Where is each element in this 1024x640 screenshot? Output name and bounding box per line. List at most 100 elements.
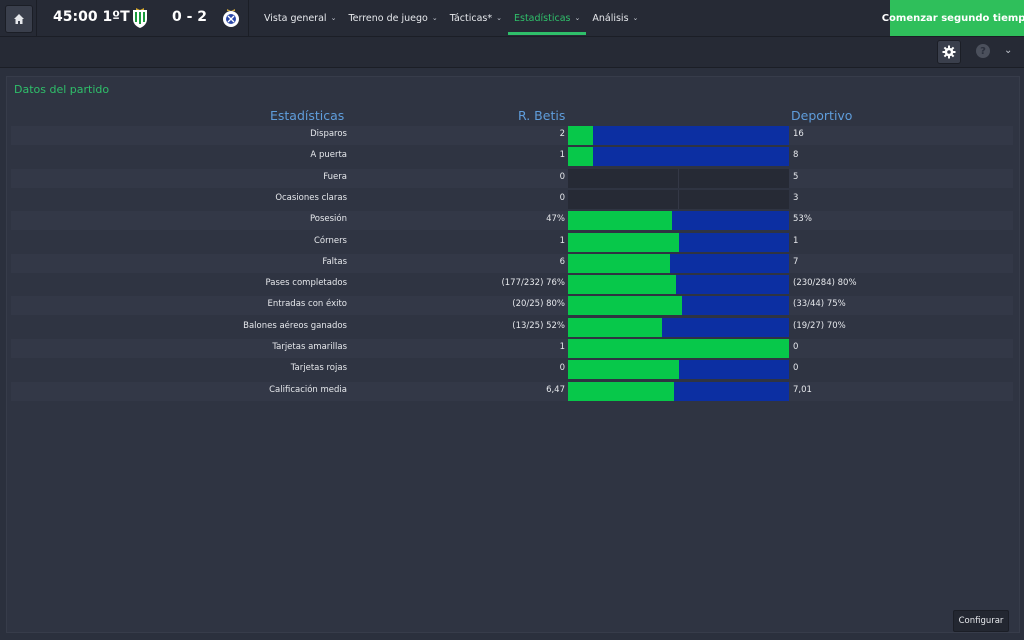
away-value: 16 — [793, 129, 804, 139]
away-value: 0 — [793, 342, 799, 352]
home-bar — [568, 147, 593, 167]
tab-label: Vista general — [264, 12, 327, 24]
chevron-down-icon[interactable]: ⌄ — [1004, 45, 1013, 56]
away-bar — [593, 126, 789, 145]
home-value: 0 — [559, 192, 565, 203]
panel-title: Datos del partido — [14, 83, 110, 96]
comparison-bar — [568, 253, 789, 273]
tab-terreno-de-juego[interactable]: Terreno de juego ⌄ — [342, 0, 443, 36]
column-header-stats: Estadísticas — [270, 108, 345, 123]
home-button[interactable] — [5, 5, 33, 33]
stat-label: Pases completados — [265, 278, 347, 289]
home-bar — [568, 381, 674, 401]
home-bar — [568, 275, 676, 295]
deportivo-crest-icon — [223, 9, 239, 27]
away-bar — [670, 253, 789, 273]
stat-label: Tarjetas rojas — [290, 363, 347, 374]
stat-row: Posesión 47% 53% — [11, 211, 1013, 231]
home-value: (177/232) 76% — [501, 278, 565, 289]
home-bar — [568, 317, 662, 337]
settings-button[interactable] — [937, 40, 961, 64]
away-value: 5 — [793, 171, 799, 182]
gear-icon — [942, 45, 956, 59]
home-bar — [568, 211, 672, 231]
home-bar — [568, 296, 682, 316]
home-bar — [568, 126, 593, 145]
home-icon — [14, 14, 24, 24]
stat-row: Entradas con éxito (20/25) 80% (33/44) 75% — [11, 296, 1013, 316]
stat-label: Balones aéreos ganados — [243, 320, 347, 331]
away-value: 7 — [793, 256, 799, 267]
configure-button[interactable]: Configurar — [953, 610, 1009, 632]
stat-row: Disparos 2 16 — [11, 126, 1013, 145]
home-bar — [568, 360, 679, 380]
stat-row: Faltas 6 7 — [11, 253, 1013, 273]
comparison-bar — [568, 296, 789, 316]
home-value: 2 — [559, 129, 565, 139]
home-value: 1 — [559, 235, 565, 246]
stat-label: Fuera — [323, 171, 347, 182]
away-value: (33/44) 75% — [793, 299, 846, 310]
match-stats-panel: Datos del partido Estadísticas R. Betis … — [6, 76, 1020, 633]
tab-tacticas[interactable]: Tácticas* ⌄ — [444, 0, 508, 36]
away-value: 1 — [793, 235, 799, 246]
tab-label: Estadísticas — [514, 12, 571, 24]
stat-row: Ocasiones claras 0 3 — [11, 189, 1013, 209]
home-value: (13/25) 52% — [512, 320, 565, 331]
comparison-bar — [568, 147, 789, 167]
away-bar — [682, 296, 789, 316]
away-bar — [679, 360, 789, 380]
home-value: 6 — [559, 256, 565, 267]
tab-vista-general[interactable]: Vista general ⌄ — [258, 0, 342, 36]
stat-label: Disparos — [310, 129, 347, 139]
chevron-down-icon: ⌄ — [431, 14, 438, 22]
home-bar — [568, 253, 670, 273]
home-value: 0 — [559, 171, 565, 182]
match-score: 0 - 2 — [172, 9, 208, 25]
away-bar — [593, 147, 789, 167]
away-value: 8 — [793, 150, 799, 161]
away-value: 0 — [793, 363, 799, 374]
home-value: (20/25) 80% — [512, 299, 565, 310]
stat-label: Calificación media — [269, 384, 347, 395]
comparison-bar — [568, 317, 789, 337]
comparison-bar — [568, 339, 789, 358]
divider — [248, 0, 249, 36]
away-bar — [676, 275, 789, 295]
away-bar — [662, 317, 789, 337]
away-value: 53% — [793, 214, 812, 225]
stat-row: Córners 1 1 — [11, 232, 1013, 252]
comparison-bar — [568, 360, 789, 380]
chevron-down-icon: ⌄ — [632, 14, 639, 22]
tab-estadisticas[interactable]: Estadísticas ⌄ — [508, 0, 587, 36]
home-value: 6,47 — [546, 384, 565, 395]
comparison-bar — [568, 189, 789, 209]
chevron-down-icon: ⌄ — [574, 14, 581, 22]
comparison-bar — [568, 126, 789, 145]
away-bar — [674, 381, 789, 401]
real-betis-crest-icon — [133, 8, 147, 28]
tab-label: Tácticas* — [449, 12, 493, 24]
tab-label: Análisis — [592, 12, 629, 24]
tab-analisis[interactable]: Análisis ⌄ — [586, 0, 644, 36]
home-value: 1 — [559, 150, 565, 161]
stat-label: Córners — [313, 235, 347, 246]
tab-label: Terreno de juego — [348, 12, 428, 24]
stat-label: Ocasiones claras — [275, 192, 347, 203]
comparison-bar — [568, 168, 789, 188]
comparison-bar — [568, 381, 789, 401]
top-bar: 45:00 1ºT 0 - 2 Vista general ⌄ Terreno … — [0, 0, 1024, 37]
stat-row: Balones aéreos ganados (13/25) 52% (19/27)… — [11, 317, 1013, 337]
start-second-half-button[interactable]: Comenzar segundo tiempo — [882, 0, 1024, 36]
stat-label: Faltas — [322, 256, 347, 267]
stat-label: A puerta — [310, 150, 347, 161]
away-value: (230/284) 80% — [793, 278, 857, 289]
help-icon[interactable]: ? — [976, 44, 990, 58]
away-bar — [672, 211, 789, 231]
toolbar: ? ⌄ — [0, 37, 1024, 68]
stat-label: Posesión — [309, 214, 347, 225]
main-nav: Vista general ⌄ Terreno de juego ⌄ Tácti… — [258, 0, 644, 36]
chevron-down-icon: ⌄ — [330, 14, 337, 22]
stat-row: Calificación media 6,47 7,01 — [11, 381, 1013, 401]
stat-row: A puerta 1 8 — [11, 147, 1013, 167]
